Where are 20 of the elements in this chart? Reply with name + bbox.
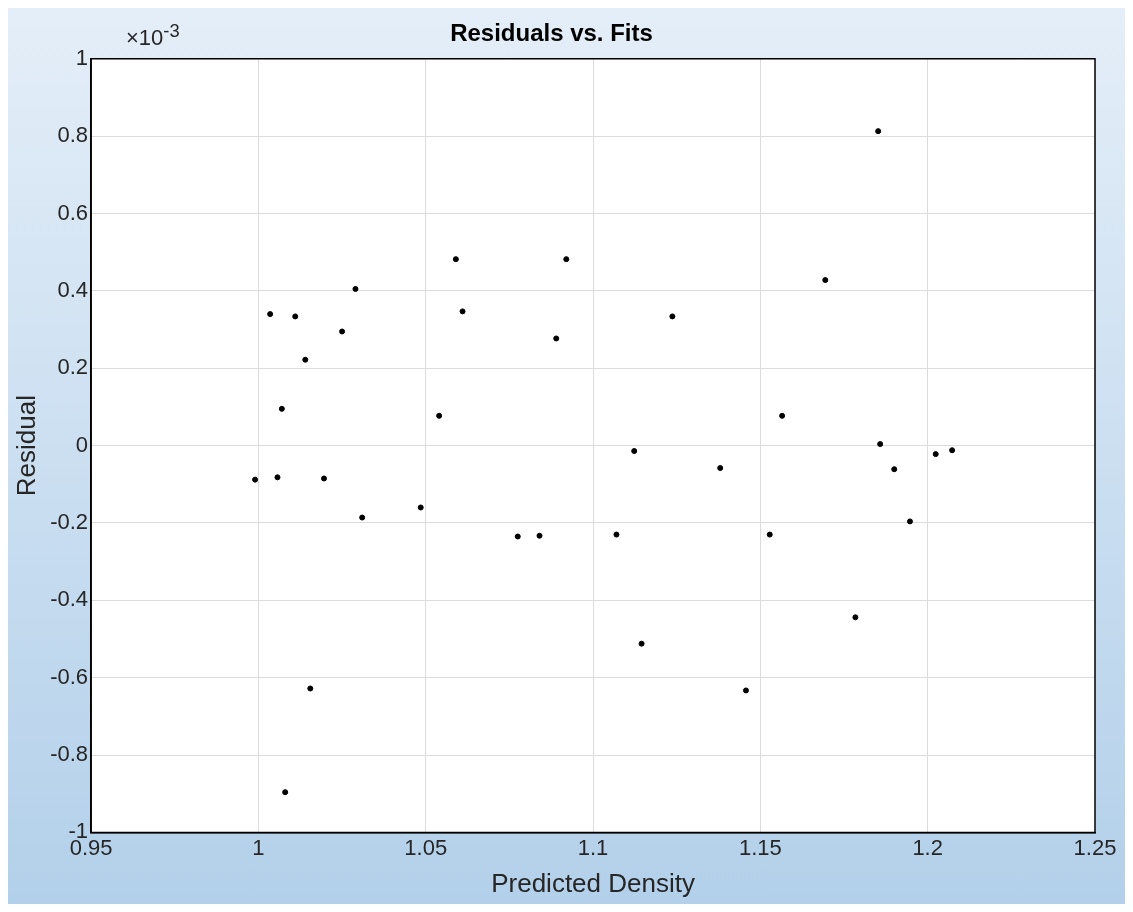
x-tick-label: 1.15 <box>738 834 782 860</box>
y-tick-label: 1 <box>75 44 89 70</box>
y-axis-title: Residual <box>10 395 41 497</box>
y-tick-label: 0.2 <box>57 354 89 380</box>
x-tick-label: 1.05 <box>404 834 448 860</box>
y-tick-label: -0.6 <box>50 663 89 689</box>
x-tick-label: 1.25 <box>1073 834 1117 860</box>
y-tick-label: 0 <box>75 431 89 457</box>
y-tick-label: -0.2 <box>50 509 89 535</box>
x-tick-label: 1.1 <box>577 834 609 860</box>
y-tick-label: 0.6 <box>57 199 89 225</box>
y-tick-label: -0.8 <box>50 741 89 767</box>
x-axis-title: Predicted Density <box>491 867 695 898</box>
y-tick-label: 0.8 <box>57 122 89 148</box>
text: ×10$^{-3}$ <box>126 20 180 52</box>
x-tick-label: 1 <box>252 834 265 860</box>
x-tick-label: 1.2 <box>912 834 943 860</box>
y-tick-label: -0.4 <box>50 586 89 612</box>
chart-title: Residuals vs. Fits <box>450 19 653 47</box>
y-tick-label: 0.4 <box>57 276 89 302</box>
